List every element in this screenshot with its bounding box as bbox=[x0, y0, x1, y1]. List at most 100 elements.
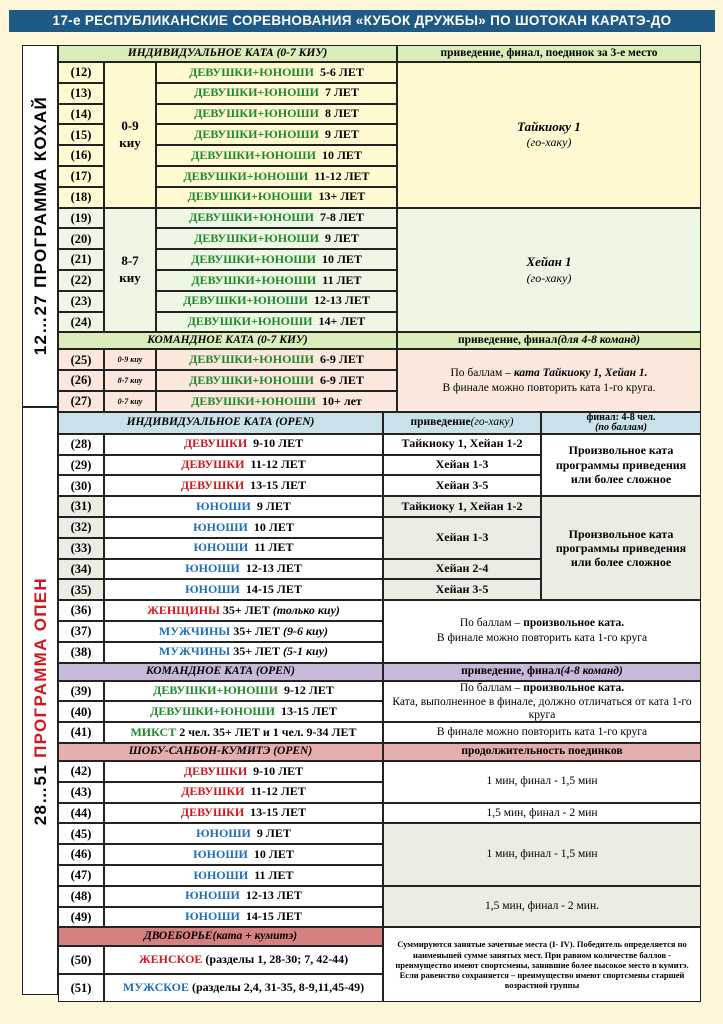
row-number: (16) bbox=[58, 145, 104, 166]
row-kata: Хейан 1-3 bbox=[383, 454, 541, 476]
row-category: ДЕВУШКИ+ЮНОШИ 13-15 ЛЕТ bbox=[104, 701, 383, 723]
row-number: (25) bbox=[58, 349, 104, 371]
table-row: (38) МУЖЧИНЫ 35+ ЛЕТ (5-1 киу) bbox=[58, 641, 701, 663]
row-number: (36) bbox=[58, 600, 104, 621]
table-row: (30) ДЕВУШКИ 13-15 ЛЕТ Хейан 3-5 bbox=[58, 475, 701, 497]
row-number: (33) bbox=[58, 537, 104, 559]
section-header-right: приведение, финал (для 4-8 команд) bbox=[397, 332, 701, 350]
row-category: ЮНОШИ 12-13 ЛЕТ bbox=[104, 885, 383, 907]
row-category: ЖЕНЩИНЫ 35+ ЛЕТ (только киу) bbox=[104, 600, 383, 621]
duration-cell: 1,5 мин, финал - 2 мин. bbox=[383, 885, 701, 928]
row-category: ДЕВУШКИ+ЮНОШИ 6-9 ЛЕТ bbox=[156, 370, 397, 391]
row-kata: Хейан 3-5 bbox=[383, 579, 541, 601]
row-category: МУЖСКОЕ (разделы 2,4, 31-35, 8-9,11,45-4… bbox=[104, 974, 383, 1003]
section-header-right: приведение, финал (4-8 команд) bbox=[383, 662, 701, 681]
row-category: ДЕВУШКИ+ЮНОШИ 14+ ЛЕТ bbox=[156, 311, 397, 333]
row-kata: Хейан 2-4 bbox=[383, 558, 541, 580]
table-row: (28) ДЕВУШКИ 9-10 ЛЕТ Тайкиоку 1, Хейан 1-… bbox=[58, 433, 701, 455]
row-number: (17) bbox=[58, 166, 104, 187]
kyu-group-8-7: 8-7 киу bbox=[104, 207, 156, 333]
table-row: (27) 0-7 киу ДЕВУШКИ+ЮНОШИ 10+ лет bbox=[58, 391, 701, 412]
table-row: (47) ЮНОШИ 11 ЛЕТ bbox=[58, 865, 701, 886]
table-row: (32) ЮНОШИ 10 ЛЕТ bbox=[58, 517, 701, 538]
kyu-group-0-9: 0-9 киу bbox=[104, 62, 156, 208]
section-header: ИНДИВИДУАЛЬНОЕ КАТА (OPEN) bbox=[58, 411, 383, 434]
row-category: ЮНОШИ 10 ЛЕТ bbox=[104, 517, 383, 538]
section-header-right: продолжительность поединков bbox=[383, 743, 701, 761]
table-row: (44) ДЕВУШКИ 13-15 ЛЕТ bbox=[58, 802, 701, 824]
row-number: (44) bbox=[58, 802, 104, 824]
row-number: (42) bbox=[58, 761, 104, 782]
table-row: (46) ЮНОШИ 10 ЛЕТ bbox=[58, 844, 701, 865]
row-number: (45) bbox=[58, 823, 104, 845]
row-number: (39) bbox=[58, 680, 104, 702]
table-row: (24) ДЕВУШКИ+ЮНОШИ 14+ ЛЕТ bbox=[58, 311, 701, 333]
row-number: (34) bbox=[58, 558, 104, 580]
row-category: МУЖЧИНЫ 35+ ЛЕТ (9-6 киу) bbox=[104, 621, 383, 642]
section-header: КОМАНДНОЕ КАТА (0-7 КИУ) bbox=[58, 332, 397, 350]
duration-cell: 1 мин, финал - 1,5 мин bbox=[383, 823, 701, 886]
row-number: (30) bbox=[58, 475, 104, 497]
free-kata-note: Произвольное ката программы приведения и… bbox=[541, 496, 701, 601]
row-category: ДЕВУШКИ 13-15 ЛЕТ bbox=[104, 475, 383, 497]
row-number: (20) bbox=[58, 228, 104, 250]
row-number: (29) bbox=[58, 454, 104, 476]
table-row: (21) ДЕВУШКИ+ЮНОШИ 10 ЛЕТ bbox=[58, 249, 701, 270]
row-number: (14) bbox=[58, 103, 104, 125]
duration-cell: 1 мин, финал - 1,5 мин bbox=[383, 761, 701, 803]
row-number: (26) bbox=[58, 370, 104, 391]
row-number: (13) bbox=[58, 82, 104, 104]
row-number: (47) bbox=[58, 865, 104, 886]
table-row: (37) МУЖЧИНЫ 35+ ЛЕТ (9-6 киу) bbox=[58, 621, 701, 642]
row-kyu: 0-9 киу bbox=[104, 349, 156, 371]
row-category: ЮНОШИ 14-15 ЛЕТ bbox=[104, 906, 383, 928]
row-category: ДЕВУШКИ+ЮНОШИ 10+ лет bbox=[156, 391, 397, 412]
row-number: (46) bbox=[58, 844, 104, 865]
table-row: (51) МУЖСКОЕ (разделы 2,4, 31-35, 8-9,11,… bbox=[58, 974, 701, 1003]
row-category: ДЕВУШКИ+ЮНОШИ 9-12 ЛЕТ bbox=[104, 680, 383, 702]
row-category: ЮНОШИ 9 ЛЕТ bbox=[104, 823, 383, 845]
row-category: ДЕВУШКИ+ЮНОШИ 13+ ЛЕТ bbox=[156, 186, 397, 208]
row-note: В финале можно повторить ката 1-го круга bbox=[383, 722, 701, 743]
section-header: ШОБУ-САНБОН-КУМИТЭ (OPEN) bbox=[58, 743, 383, 761]
row-number: (15) bbox=[58, 124, 104, 146]
row-category: ЖЕНСКОЕ (разделы 1, 28-30; 7, 42-44) bbox=[104, 946, 383, 975]
row-number: (12) bbox=[58, 62, 104, 83]
table-row: (22) ДЕВУШКИ+ЮНОШИ 11 ЛЕТ bbox=[58, 270, 701, 291]
row-category: ЮНОШИ 10 ЛЕТ bbox=[104, 844, 383, 865]
row-number: (50) bbox=[58, 946, 104, 975]
row-category: ДЕВУШКИ 9-10 ЛЕТ bbox=[104, 761, 383, 782]
row-number: (23) bbox=[58, 290, 104, 312]
open-team-note: По баллам – произвольное ката. Ката, выпо… bbox=[383, 680, 701, 723]
row-category: ЮНОШИ 11 ЛЕТ bbox=[104, 865, 383, 886]
table-row: (40) ДЕВУШКИ+ЮНОШИ 13-15 ЛЕТ bbox=[58, 701, 701, 723]
kata-group-2: Хейан 1 (го-хаку) bbox=[397, 207, 701, 333]
section-header-right: финал: 4-8 чел. (по баллам) bbox=[541, 411, 701, 434]
row-category: МУЖЧИНЫ 35+ ЛЕТ (5-1 киу) bbox=[104, 641, 383, 663]
table-row: (34) ЮНОШИ 12-13 ЛЕТ Хейан 2-4 bbox=[58, 558, 701, 580]
row-kata: Хейан 3-5 bbox=[383, 475, 541, 497]
table-row: (50) ЖЕНСКОЕ (разделы 1, 28-30; 7, 42-44) bbox=[58, 946, 701, 975]
section-header-row: ДВОЕБОРЬЕ (ката + кумитэ) bbox=[58, 927, 701, 947]
row-kyu: 0-7 киу bbox=[104, 391, 156, 412]
row-number: (43) bbox=[58, 781, 104, 803]
table-row: (13) ДЕВУШКИ+ЮНОШИ 7 ЛЕТ bbox=[58, 82, 701, 104]
row-category: ДЕВУШКИ+ЮНОШИ 7 ЛЕТ bbox=[156, 82, 397, 104]
duration-cell: 1,5 мин, финал - 2 мин bbox=[383, 802, 701, 824]
row-category: ЮНОШИ 12-13 ЛЕТ bbox=[104, 558, 383, 580]
kata-group-1: Тайкиоку 1 (го-хаку) bbox=[397, 62, 701, 208]
free-kata-note: Произвольное ката программы приведения и… bbox=[541, 433, 701, 497]
table-row: (49) ЮНОШИ 14-15 ЛЕТ bbox=[58, 906, 701, 928]
row-category: МИКСТ 2 чел. 35+ ЛЕТ и 1 чел. 9-34 ЛЕТ bbox=[104, 722, 383, 743]
section-header-row: КОМАНДНОЕ КАТА (OPEN) приведение, финал (… bbox=[58, 662, 701, 681]
table-row: (23) ДЕВУШКИ+ЮНОШИ 12-13 ЛЕТ bbox=[58, 290, 701, 312]
row-number: (48) bbox=[58, 885, 104, 907]
section-header-mid: приведение (го-хаку) bbox=[383, 411, 541, 434]
section-header-row: ИНДИВИДУАЛЬНОЕ КАТА (OPEN) приведение (го… bbox=[58, 411, 701, 434]
row-number: (41) bbox=[58, 722, 104, 743]
row-category: ЮНОШИ 9 ЛЕТ bbox=[104, 496, 383, 517]
table-row: (29) ДЕВУШКИ 11-12 ЛЕТ Хейан 1-3 bbox=[58, 454, 701, 476]
table-row: (43) ДЕВУШКИ 11-12 ЛЕТ bbox=[58, 781, 701, 803]
table-row: (26) 8-7 киу ДЕВУШКИ+ЮНОШИ 6-9 ЛЕТ bbox=[58, 370, 701, 391]
table-row: (42) ДЕВУШКИ 9-10 ЛЕТ bbox=[58, 761, 701, 782]
